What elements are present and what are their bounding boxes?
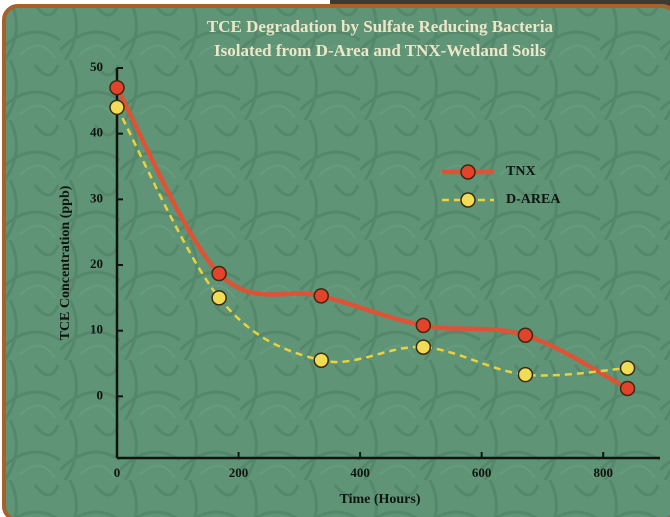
y-tick-label: 50 (90, 59, 103, 74)
data-point (110, 81, 124, 95)
x-tick-label: 200 (229, 465, 249, 480)
y-tick-label: 0 (97, 387, 104, 402)
data-point (518, 368, 532, 382)
data-point (416, 318, 430, 332)
legend-marker (461, 165, 475, 179)
x-tick-label: 800 (593, 465, 613, 480)
data-point (416, 340, 430, 354)
y-tick-label: 10 (90, 322, 103, 337)
legend-label: D-AREA (506, 192, 561, 207)
data-point (518, 328, 532, 342)
chart-title: TCE Degradation by Sulfate Reducing Bact… (207, 17, 554, 36)
data-point (314, 289, 328, 303)
y-tick-label: 20 (90, 256, 103, 271)
chart: TCE Degradation by Sulfate Reducing Bact… (0, 0, 670, 517)
legend-marker (461, 193, 475, 207)
data-point (212, 291, 226, 305)
x-tick-label: 0 (114, 465, 121, 480)
data-point (621, 381, 635, 395)
x-axis-label: Time (Hours) (339, 492, 420, 507)
data-point (314, 353, 328, 367)
chart-frame (4, 6, 670, 517)
data-point (621, 361, 635, 375)
legend-label: TNX (506, 164, 536, 179)
y-tick-label: 40 (90, 125, 103, 140)
x-tick-label: 600 (472, 465, 492, 480)
y-axis-label: TCE Concentration (ppb) (58, 185, 73, 340)
chart-subtitle: Isolated from D-Area and TNX-Wetland Soi… (214, 41, 546, 60)
x-tick-label: 400 (350, 465, 370, 480)
data-point (110, 100, 124, 114)
y-tick-label: 30 (90, 190, 103, 205)
data-point (212, 267, 226, 281)
